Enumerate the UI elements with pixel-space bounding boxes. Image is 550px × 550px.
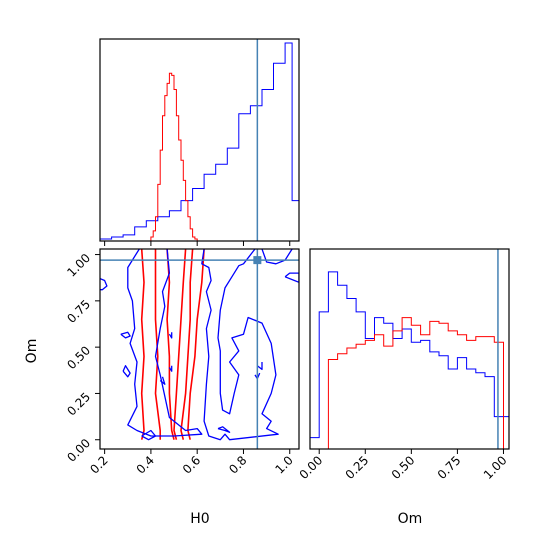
h0-x-tick-label: 0.8	[226, 453, 249, 476]
om-x-tick-label: 0.00	[297, 453, 326, 482]
h0-x-tick-label: 0.4	[134, 453, 157, 476]
h0-histogram-series-0	[100, 42, 299, 241]
joint-panel: 0.2 0.4 0.6 0.8 1.0 0.00 0.25 0.50 0.75 1.00 H0 O…	[24, 248, 300, 527]
om-marginal-frame	[309, 248, 510, 450]
contour-line	[166, 249, 175, 440]
h0-marginal-frame	[99, 38, 300, 242]
om-x-tick-label: 1.00	[481, 453, 510, 482]
om-x-tick-label: 0.75	[435, 453, 464, 482]
contour-line	[127, 249, 203, 437]
h0-x-tick-label: 0.2	[87, 453, 110, 476]
contour-line	[168, 365, 173, 372]
om-x-tick-label: 0.25	[343, 453, 372, 482]
om-histogram-series-0	[310, 271, 509, 449]
om-axis-label: Om	[24, 339, 40, 364]
h0-marginal-panel	[99, 38, 300, 246]
truth-marker	[253, 256, 262, 265]
om-histogram-series-1	[319, 317, 504, 449]
contour-line	[180, 249, 194, 440]
contour-line	[154, 249, 161, 440]
om-y-tick-label: 0.00	[64, 436, 93, 465]
om-y-tick-label: 0.25	[64, 390, 93, 419]
contour-line	[173, 249, 187, 440]
om-marginal-axis-label: Om	[398, 511, 423, 527]
contour-line	[284, 272, 299, 283]
om-y-tick-label: 0.50	[64, 343, 93, 372]
joint-panel-frame	[99, 248, 300, 450]
contour-line	[122, 365, 131, 378]
contour-line	[168, 332, 173, 339]
contour-line	[100, 277, 108, 291]
contour-line	[159, 376, 166, 385]
h0-x-tick-label: 0.6	[180, 453, 203, 476]
contour-line	[120, 331, 131, 339]
om-y-tick-label: 1.00	[64, 251, 93, 280]
contour-line	[141, 429, 157, 441]
contour-line	[256, 362, 263, 371]
contour-line	[261, 249, 293, 265]
contour-line	[140, 249, 145, 440]
om-y-tick-label: 0.75	[64, 297, 93, 326]
h0-x-tick-label: 1.0	[272, 453, 295, 476]
contour-line	[201, 249, 279, 441]
om-x-tick-label: 0.50	[389, 453, 418, 482]
om-marginal-panel: 0.00 0.25 0.50 0.75 1.00 Om	[297, 248, 510, 527]
h0-axis-label: H0	[190, 511, 209, 527]
contour-line	[217, 426, 231, 433]
h0-histogram-series-1	[150, 72, 198, 241]
